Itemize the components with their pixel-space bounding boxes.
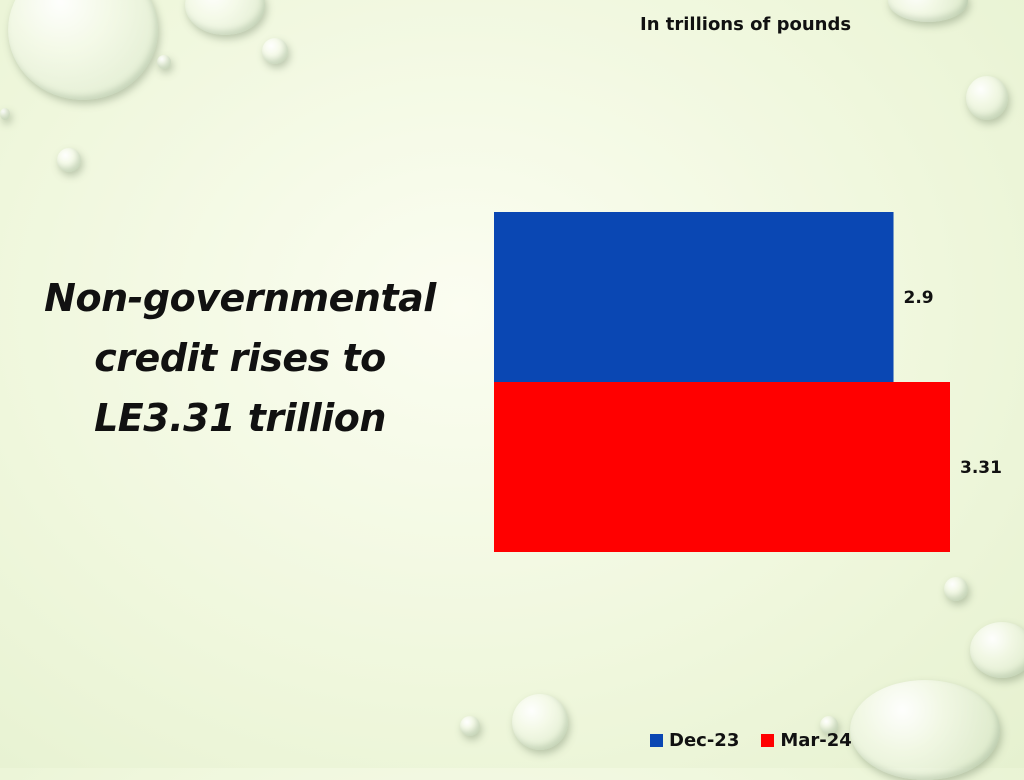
data-label-dec-23: 2.9 (904, 288, 934, 308)
water-drop-decoration (262, 38, 288, 64)
bar-dec-23 (494, 212, 894, 382)
water-drop-decoration (57, 148, 81, 172)
water-drop-decoration (850, 680, 1000, 780)
legend-label-mar-24: Mar-24 (780, 730, 852, 751)
chart-legend: Dec-23 Mar-24 (650, 730, 852, 751)
water-drop-decoration (966, 76, 1008, 120)
data-label-mar-24: 3.31 (960, 458, 1002, 478)
water-drop-decoration (944, 577, 968, 601)
water-drop-decoration (157, 55, 171, 69)
legend-label-dec-23: Dec-23 (669, 730, 740, 751)
legend-item-mar-24: Mar-24 (761, 730, 852, 751)
water-drop-decoration (820, 716, 838, 734)
water-drop-decoration (888, 0, 968, 22)
legend-item-dec-23: Dec-23 (650, 730, 739, 751)
slide-title: Non-governmental credit rises to LE3.31 … (44, 276, 436, 440)
legend-swatch-mar-24 (761, 734, 775, 747)
chart-unit-label: In trillions of pounds (640, 14, 852, 35)
water-drop-decoration (970, 622, 1024, 678)
water-drop-decoration (460, 716, 480, 736)
legend-swatch-dec-23 (650, 734, 663, 747)
bar-mar-24 (494, 382, 950, 552)
water-drop-decoration (0, 108, 10, 120)
water-drop-decoration (512, 694, 568, 750)
